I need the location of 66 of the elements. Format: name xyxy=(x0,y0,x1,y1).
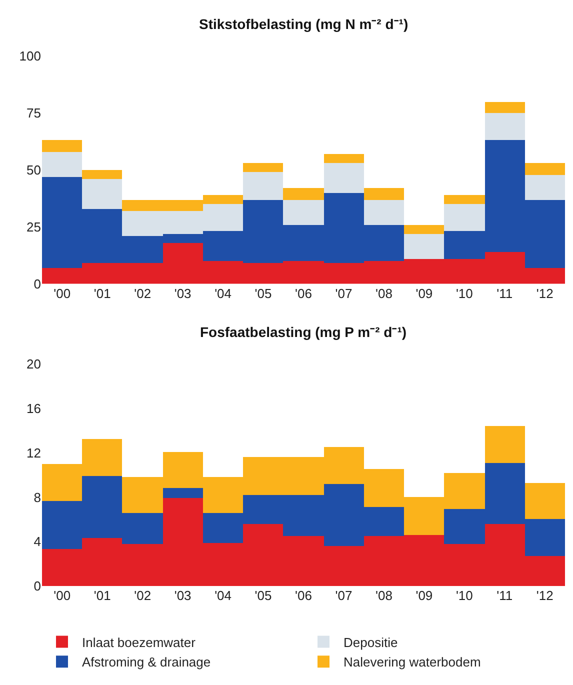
x-tick-label: '12 xyxy=(536,588,554,604)
x-tick-label: '11 xyxy=(496,588,513,604)
x-tick-label: '09 xyxy=(416,286,433,301)
y-tick-label: 75 xyxy=(26,105,41,120)
y-tick-label: 12 xyxy=(26,445,41,460)
x-tick-label: '06 xyxy=(295,286,312,301)
bar xyxy=(283,188,324,200)
y-tick-label: 8 xyxy=(34,490,41,505)
x-tick-label: '01 xyxy=(94,588,111,604)
bar xyxy=(525,174,565,200)
y-tick-label: 0 xyxy=(34,578,41,594)
x-tick-label: '05 xyxy=(254,588,272,604)
bar xyxy=(485,102,525,113)
bar xyxy=(525,483,565,520)
x-tick-label: '07 xyxy=(335,588,352,604)
x-tick-label: '05 xyxy=(254,286,272,301)
x-tick-label: '06 xyxy=(295,588,312,604)
y-tick-label: 16 xyxy=(26,400,41,416)
bar xyxy=(444,194,485,204)
x-tick-label: '02 xyxy=(134,588,152,604)
bar xyxy=(364,200,404,225)
x-tick-label: '12 xyxy=(536,286,554,301)
x-tick-label: '03 xyxy=(174,286,192,301)
legend-label: Inlaat boezemwater xyxy=(82,634,196,650)
x-tick-label: '03 xyxy=(174,588,192,604)
x-tick-label: '04 xyxy=(214,286,232,301)
x-tick-label: '08 xyxy=(375,286,392,301)
y-tick-label: 25 xyxy=(26,219,41,234)
bar xyxy=(283,200,324,225)
bar xyxy=(444,204,485,231)
x-tick-label: '10 xyxy=(456,286,473,301)
legend-label: Depositie xyxy=(344,634,398,650)
x-tick-label: '04 xyxy=(214,588,232,604)
y-tick-label: 0 xyxy=(34,276,41,292)
y-tick-label: 50 xyxy=(26,162,41,178)
bar xyxy=(404,224,444,234)
x-tick-label: '01 xyxy=(94,286,111,301)
bar xyxy=(82,178,122,209)
x-tick-label: '00 xyxy=(54,588,71,604)
bar xyxy=(243,172,283,200)
bar xyxy=(485,426,525,464)
x-tick-label: '00 xyxy=(54,286,71,301)
x-tick-label: '10 xyxy=(456,588,473,604)
bar xyxy=(42,140,82,152)
bar xyxy=(525,162,565,175)
bar xyxy=(364,188,404,200)
x-tick-label: '11 xyxy=(496,286,513,301)
legend-label: Nalevering waterbodem xyxy=(344,654,481,670)
chart-title: Stikstofbelasting (mg N m⁻² d⁻¹) xyxy=(199,16,408,32)
x-tick-label: '02 xyxy=(134,286,152,301)
x-tick-label: '08 xyxy=(375,588,392,604)
bar xyxy=(82,170,122,179)
y-tick-label: 20 xyxy=(26,356,41,372)
bar xyxy=(163,488,203,498)
legend-label: Afstroming & drainage xyxy=(82,654,211,670)
bar xyxy=(324,162,364,193)
bar xyxy=(243,162,283,172)
y-tick-label: 100 xyxy=(19,48,41,64)
bar xyxy=(485,112,525,140)
x-tick-label: '09 xyxy=(416,588,433,604)
y-tick-label: 4 xyxy=(34,534,41,550)
bar xyxy=(42,152,82,177)
x-tick-label: '07 xyxy=(335,286,352,301)
bar xyxy=(324,154,364,163)
chart-title: Fosfaatbelasting (mg P m⁻² d⁻¹) xyxy=(200,324,407,340)
bar xyxy=(404,234,444,259)
